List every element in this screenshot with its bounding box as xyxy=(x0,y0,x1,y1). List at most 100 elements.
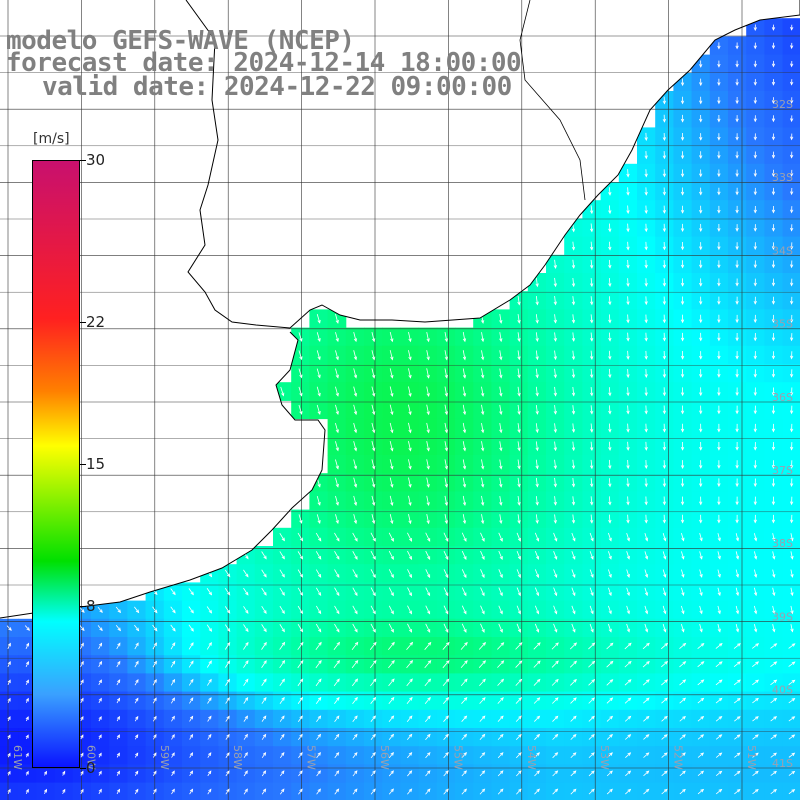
wind-arrow xyxy=(170,642,176,650)
wind-arrow-head xyxy=(735,592,740,597)
wind-arrow-head xyxy=(372,447,376,452)
wind-arrow xyxy=(479,788,485,795)
wind-arrow xyxy=(316,752,321,759)
wind-arrow xyxy=(608,441,611,451)
wind-arrow xyxy=(134,642,139,650)
wind-arrow-head xyxy=(755,716,759,720)
wind-arrow-head xyxy=(190,609,194,614)
wind-arrow xyxy=(752,661,759,667)
wind-arrow-head xyxy=(153,678,157,683)
wind-arrow xyxy=(752,698,759,704)
wind-arrow-head xyxy=(336,678,340,683)
wind-arrow xyxy=(243,642,249,650)
wind-arrow-head xyxy=(81,609,85,613)
wind-arrow-head xyxy=(281,537,285,542)
wind-arrow-head xyxy=(572,733,577,738)
wind-arrow xyxy=(572,496,575,505)
wind-arrow xyxy=(352,587,358,596)
wind-arrow-head xyxy=(589,519,594,524)
wind-arrow-head xyxy=(317,356,321,361)
wind-arrow-head xyxy=(680,446,685,451)
wind-arrow-head xyxy=(25,752,29,757)
wind-arrow-head xyxy=(644,555,649,560)
wind-arrow-head xyxy=(681,628,685,633)
wind-arrow-head xyxy=(135,642,139,647)
wind-arrow xyxy=(370,770,376,777)
wind-arrow-head xyxy=(608,319,612,324)
wind-arrow-head xyxy=(153,734,157,738)
wind-arrow xyxy=(697,734,704,740)
wind-arrow-head xyxy=(373,659,377,664)
wind-arrow-head xyxy=(554,788,559,793)
wind-arrow-head xyxy=(608,610,612,615)
wind-arrow-head xyxy=(354,678,359,683)
wind-arrow-head xyxy=(591,752,595,756)
wind-arrow-head xyxy=(7,642,11,647)
wind-arrow-head xyxy=(735,446,739,451)
wind-arrow-head xyxy=(645,788,650,793)
wind-arrow-head xyxy=(390,537,394,542)
wind-arrow-head xyxy=(408,429,412,434)
wind-arrow-head xyxy=(408,447,412,452)
wind-arrow-head xyxy=(535,592,540,597)
wind-arrow-head xyxy=(354,628,358,633)
wind-arrow-head xyxy=(535,338,539,342)
wind-arrow-head xyxy=(755,697,759,702)
wind-arrow xyxy=(243,569,249,577)
wind-arrow xyxy=(572,241,575,250)
wind-arrow xyxy=(606,789,613,795)
wind-arrow xyxy=(661,770,668,777)
wind-arrow-head xyxy=(644,337,648,342)
wind-arrow-head xyxy=(208,788,212,793)
wind-arrow-head xyxy=(353,447,358,452)
wind-arrow-head xyxy=(717,537,721,542)
wind-arrow xyxy=(481,422,484,433)
wind-arrow xyxy=(352,550,358,560)
wind-arrow xyxy=(735,533,739,541)
wind-arrow xyxy=(644,569,648,578)
wind-arrow xyxy=(426,422,430,433)
wind-arrow xyxy=(662,533,666,541)
wind-arrow-head xyxy=(7,679,11,684)
wind-arrow-head xyxy=(789,355,794,360)
wind-arrow-head xyxy=(735,118,739,123)
wind-arrow xyxy=(554,368,557,378)
wind-arrow xyxy=(554,514,557,524)
wind-arrow xyxy=(388,752,394,759)
wind-arrow xyxy=(152,697,157,704)
wind-arrow xyxy=(408,441,411,451)
wind-arrow-head xyxy=(717,282,721,287)
wind-arrow xyxy=(207,697,212,704)
wind-arrow xyxy=(426,495,430,506)
wind-arrow-head xyxy=(700,697,705,702)
wind-arrow-head xyxy=(408,556,412,560)
wind-arrow-head xyxy=(644,228,648,233)
wind-arrow-head xyxy=(499,374,503,379)
wind-arrow xyxy=(152,624,158,632)
wind-arrow xyxy=(662,587,666,596)
wind-arrow-head xyxy=(772,592,776,597)
wind-arrow xyxy=(426,350,430,360)
wind-arrow xyxy=(352,605,358,614)
wind-arrow-head xyxy=(699,610,703,615)
wind-arrow-head xyxy=(80,679,84,684)
wind-arrow-head xyxy=(700,752,705,756)
wind-arrow xyxy=(298,404,303,415)
wind-arrow-head xyxy=(644,392,648,397)
wind-arrow xyxy=(516,770,522,777)
wind-arrow xyxy=(388,660,395,669)
wind-arrow xyxy=(660,643,668,650)
wind-arrow xyxy=(608,459,611,469)
wind-arrow xyxy=(425,752,431,759)
wind-arrow xyxy=(461,734,467,741)
wind-arrow-head xyxy=(317,592,322,597)
wind-arrow-head xyxy=(699,100,703,105)
wind-arrow xyxy=(535,477,538,487)
wind-arrow-head xyxy=(372,429,376,434)
wind-arrow xyxy=(115,606,121,613)
wind-arrow-head xyxy=(555,660,559,665)
wind-arrow-head xyxy=(26,627,30,631)
wind-arrow-head xyxy=(299,338,303,342)
wind-arrow xyxy=(699,569,703,578)
